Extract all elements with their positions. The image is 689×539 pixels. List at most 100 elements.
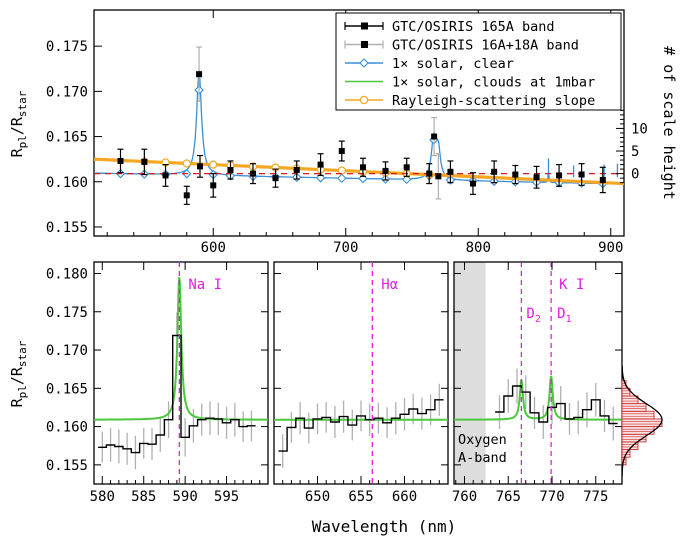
y-tick-label: 0.165 bbox=[46, 130, 88, 146]
y-axis-label-bottom: Rpl/Rstar bbox=[8, 340, 29, 407]
rayleigh-point bbox=[209, 160, 218, 169]
panel-na: Na I 580 585 590 595 0.155 0.160 0.165 0.170 0.17… bbox=[8, 261, 269, 505]
binned-spectrum-step bbox=[98, 334, 256, 454]
data-point bbox=[359, 164, 366, 171]
halpha-label: Hα bbox=[381, 277, 398, 293]
y-tick-label: 0.180 bbox=[46, 266, 88, 282]
x-tick-label: 590 bbox=[172, 489, 197, 505]
data-point bbox=[512, 171, 519, 178]
data-point bbox=[382, 167, 389, 174]
data-point bbox=[197, 163, 203, 170]
data-point bbox=[338, 148, 345, 155]
y-tick-label: 0.170 bbox=[46, 84, 88, 100]
data-point bbox=[578, 171, 585, 178]
y-tick-label: 0.155 bbox=[46, 458, 88, 474]
model-clear-point bbox=[336, 173, 347, 183]
y2-tick-label: 5 bbox=[631, 144, 639, 160]
binned-spectrum-step bbox=[495, 385, 618, 425]
histogram-bar bbox=[621, 403, 647, 412]
histogram-bar bbox=[621, 395, 639, 405]
histogram-panel bbox=[621, 366, 663, 477]
gray-data-point bbox=[435, 173, 442, 180]
x-tick-label: 650 bbox=[305, 489, 330, 505]
rayleigh-point bbox=[337, 166, 346, 175]
y2-tick-label: 0 bbox=[631, 167, 639, 183]
y-axis-label: Rpl/Rstar bbox=[8, 90, 29, 157]
data-point bbox=[599, 176, 606, 183]
x-tick-label: 765 bbox=[496, 489, 521, 505]
model-cloudy-line bbox=[454, 375, 622, 421]
data-point bbox=[141, 158, 148, 165]
a-band-label: A-band bbox=[458, 450, 507, 466]
y-tick-label: 0.170 bbox=[46, 343, 88, 359]
x-tick-label: 595 bbox=[214, 489, 239, 505]
y2-axis-label: # of scale height bbox=[660, 46, 678, 200]
panel-frame bbox=[273, 261, 449, 485]
gray-data-point bbox=[196, 71, 203, 78]
x-tick-label: 655 bbox=[348, 489, 373, 505]
legend-label: GTC/OSIRIS 16A+18A band bbox=[392, 38, 579, 54]
rayleigh-point bbox=[182, 159, 191, 168]
x-tick-label: 900 bbox=[598, 240, 623, 256]
x-tick-label: 775 bbox=[583, 489, 608, 505]
top-panel: 600 700 800 900 0.155 0.160 0.165 0.170 0.175 0 5 1… bbox=[8, 9, 678, 256]
top-frame bbox=[93, 9, 625, 237]
gray-data-point bbox=[431, 133, 438, 140]
data-point bbox=[447, 168, 454, 175]
legend-marker bbox=[359, 95, 369, 105]
panel-halpha: Hα 650 655 660 bbox=[273, 261, 449, 505]
binned-spectrum-step bbox=[278, 399, 444, 452]
k-label: K I bbox=[559, 277, 584, 293]
oxygen-band-shade bbox=[454, 262, 486, 484]
x-tick-label: 585 bbox=[131, 489, 156, 505]
oxygen-label: Oxygen bbox=[458, 432, 507, 448]
data-point bbox=[403, 164, 410, 171]
model-clear-point bbox=[401, 174, 412, 185]
data-point bbox=[272, 175, 279, 182]
y-tick-label: 0.175 bbox=[46, 305, 88, 321]
gaussian-curve bbox=[621, 366, 663, 477]
legend-marker bbox=[359, 58, 369, 68]
data-point bbox=[533, 174, 540, 181]
x-axis-label: Wavelength (nm) bbox=[312, 517, 457, 536]
legend-label: 1× solar, clouds at 1mbar bbox=[392, 75, 595, 91]
y-tick-label: 0.175 bbox=[46, 39, 88, 55]
data-point bbox=[426, 170, 433, 177]
panel-k: Oxygen A-band K I D2 D1 760 765 770 775 bbox=[452, 261, 623, 505]
data-point bbox=[556, 172, 563, 179]
data-point bbox=[210, 182, 217, 189]
data-point bbox=[293, 167, 300, 174]
y2-tick-label: 10 bbox=[631, 121, 648, 137]
na-label: Na I bbox=[188, 277, 222, 293]
data-point bbox=[491, 168, 498, 175]
histogram-bar bbox=[621, 410, 655, 420]
legend: GTC/OSIRIS 165A band GTC/OSIRIS 16A+18A b… bbox=[335, 12, 622, 111]
legend-label: 1× solar, clear bbox=[392, 56, 514, 72]
x-tick-label: 760 bbox=[452, 489, 477, 505]
d2-label: D2 bbox=[526, 306, 540, 325]
panel-frame bbox=[93, 261, 269, 485]
x-tick-label: 770 bbox=[539, 489, 564, 505]
x-tick-label: 600 bbox=[201, 240, 226, 256]
x-tick-label: 700 bbox=[333, 240, 358, 256]
x-tick-label: 800 bbox=[466, 240, 491, 256]
data-point bbox=[227, 167, 234, 174]
d1-label: D1 bbox=[557, 306, 571, 325]
y-tick-label: 0.165 bbox=[46, 381, 88, 397]
data-point bbox=[469, 180, 476, 187]
data-point bbox=[317, 161, 324, 168]
data-point bbox=[183, 192, 190, 199]
data-point bbox=[162, 172, 169, 179]
x-tick-label: 580 bbox=[90, 489, 115, 505]
y-tick-label: 0.160 bbox=[46, 175, 88, 191]
data-point bbox=[117, 157, 124, 164]
data-point bbox=[250, 170, 256, 177]
histogram-bar bbox=[621, 418, 663, 428]
legend-label: Rayleigh-scattering slope bbox=[392, 93, 595, 109]
legend-marker bbox=[361, 22, 368, 30]
y-tick-label: 0.160 bbox=[46, 420, 88, 436]
y-tick-label: 0.155 bbox=[46, 220, 88, 236]
legend-marker bbox=[361, 41, 368, 48]
x-tick-label: 660 bbox=[392, 489, 417, 505]
